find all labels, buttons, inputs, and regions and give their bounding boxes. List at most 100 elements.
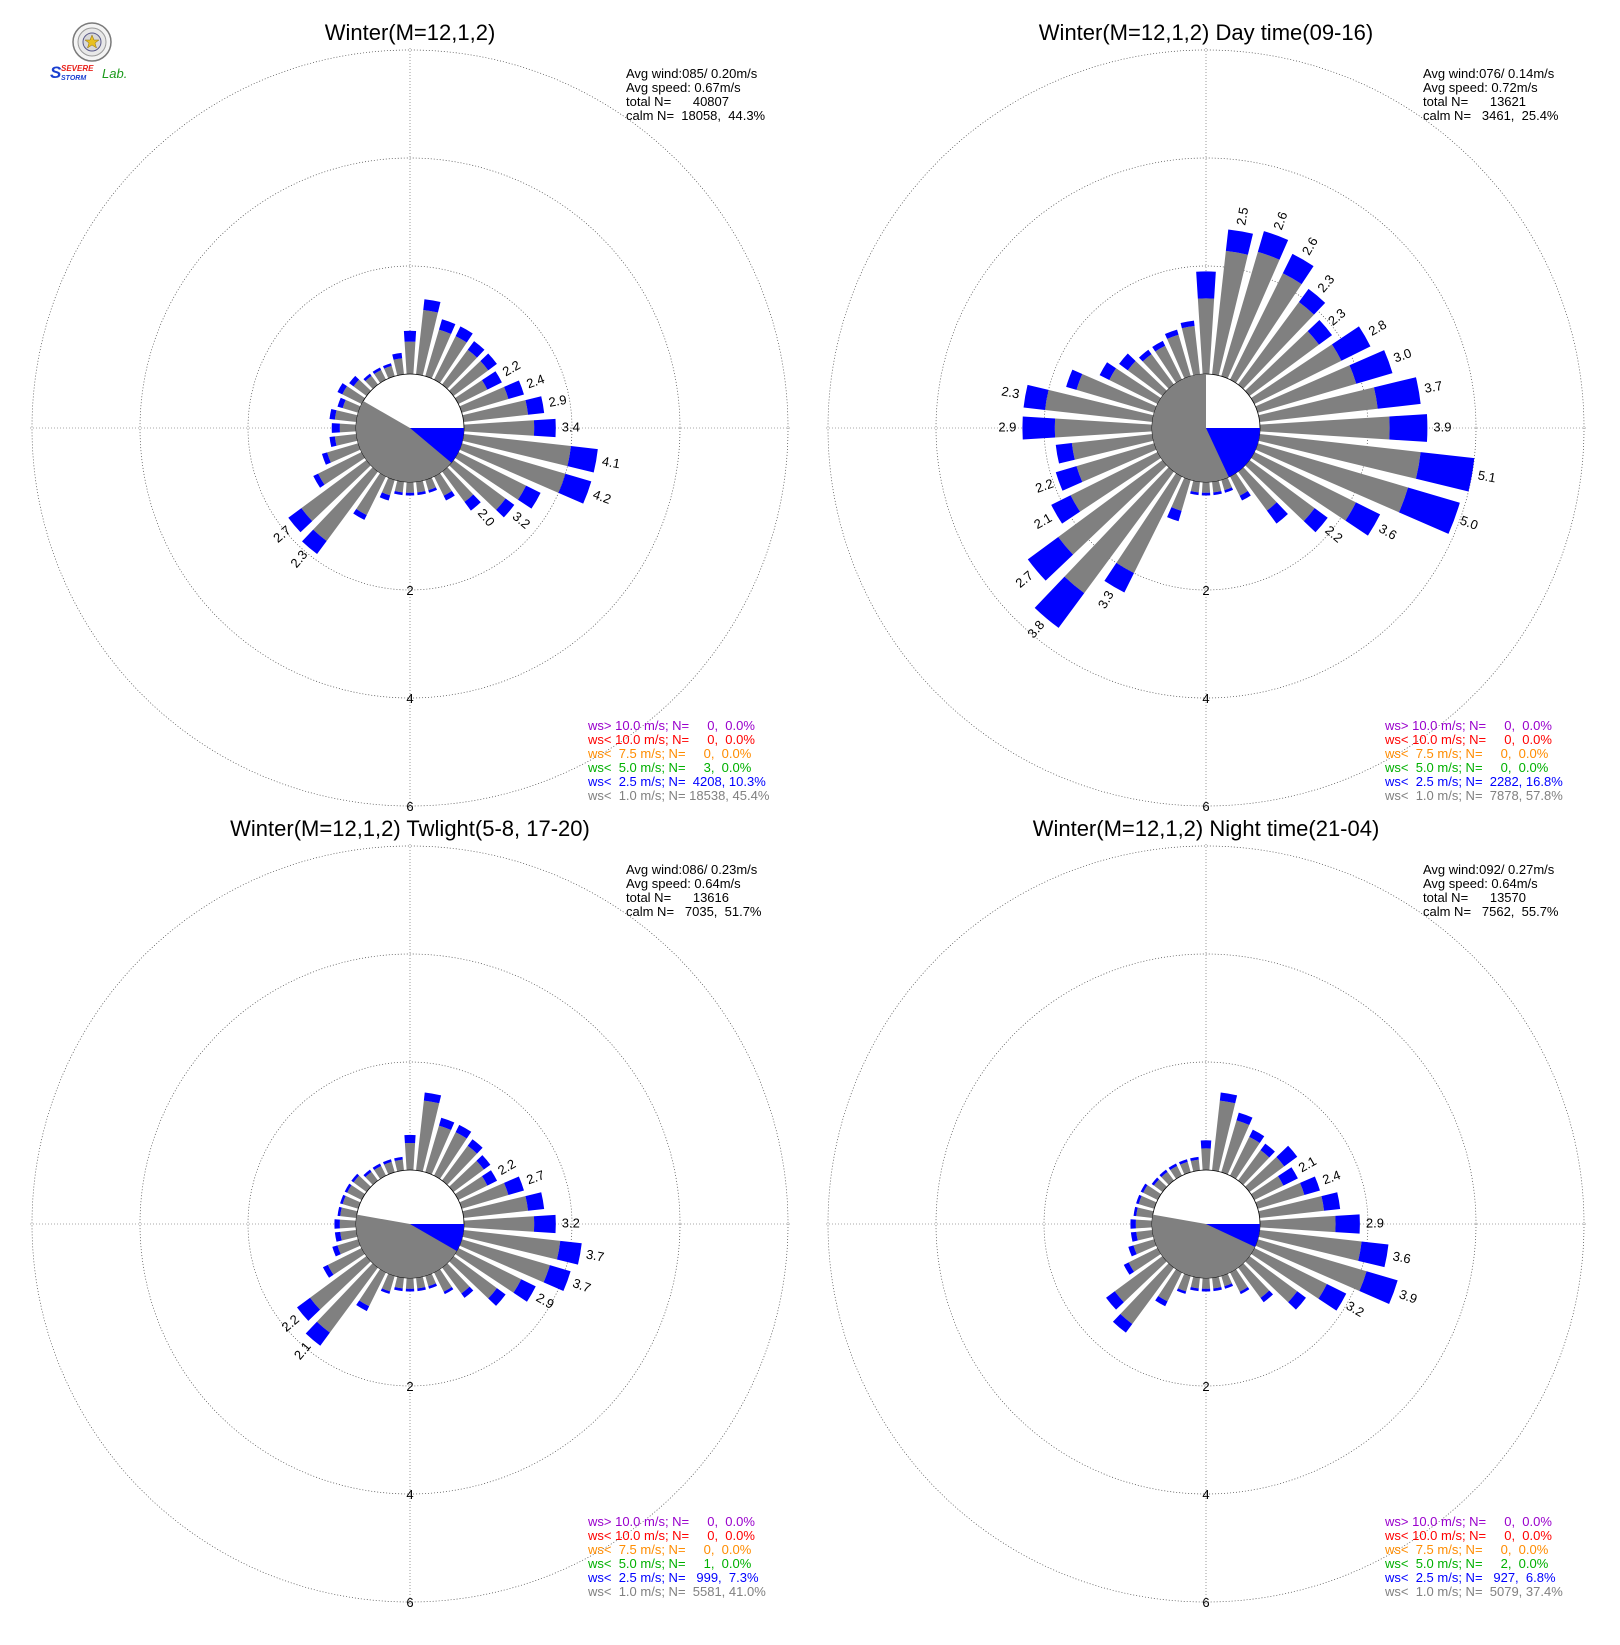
bar-segment-low — [384, 365, 395, 379]
stat-avg-wind: Avg wind:076/ 0.14m/s — [1423, 66, 1555, 81]
bar-segment-blue — [1307, 320, 1333, 345]
bar-segment-low — [1064, 467, 1174, 594]
bar-segment-low — [1171, 477, 1191, 511]
bar-segment-low — [459, 1239, 550, 1283]
bar-segment-low — [1258, 1230, 1362, 1261]
bar-segment-low — [442, 349, 478, 389]
bar-segment-low — [356, 472, 386, 516]
bar-segment-low — [1245, 1256, 1298, 1303]
bar-segment-blue — [1318, 1284, 1347, 1311]
range-ring — [827, 845, 1585, 1603]
bar-segment-low — [1238, 1263, 1270, 1298]
bar-segment-low — [1128, 1248, 1162, 1272]
stat-total-n: total N= 13621 — [1423, 94, 1526, 109]
bar-segment-low — [404, 1143, 416, 1171]
bar-segment-blue — [394, 490, 403, 496]
bar-segment-low — [1109, 368, 1162, 404]
panel-title: Winter(M=12,1,2) — [325, 20, 496, 45]
bar-segment-low — [1167, 334, 1191, 379]
range-ring — [247, 1061, 573, 1387]
bar-speed-label: 2.5 — [1233, 206, 1251, 226]
bar-segment-low — [381, 1273, 395, 1292]
bar-segment-blue — [1022, 416, 1056, 440]
bar-segment-blue — [1138, 349, 1152, 362]
bar-speed-label: 2.8 — [1366, 317, 1389, 339]
bar-segment-low — [425, 1125, 452, 1175]
legend-entry: ws< 2.5 m/s; N= 927, 6.8% — [1384, 1570, 1556, 1585]
bar-segment-blue — [1277, 1167, 1298, 1186]
bar-segment-blue — [455, 1124, 472, 1139]
bar-segment-low — [449, 460, 506, 510]
bar-segment-blue — [1190, 1286, 1199, 1292]
bar-segment-low — [1221, 1273, 1232, 1287]
bar-segment-low — [449, 360, 489, 396]
bar-segment-blue — [1034, 576, 1085, 628]
range-ring — [31, 845, 789, 1603]
bar-segment-blue — [1164, 329, 1179, 339]
bar-segment-blue — [496, 498, 515, 518]
bar-segment-low — [394, 1159, 404, 1172]
legend-entry: ws< 1.0 m/s; N= 5581, 41.0% — [587, 1584, 766, 1599]
bar-segment-blue — [1239, 1286, 1250, 1295]
bar-speed-label: 2.1 — [1031, 510, 1054, 532]
bar-segment-blue — [438, 319, 456, 334]
bar-segment-low — [1221, 477, 1232, 491]
bar-segment-low — [1221, 251, 1280, 379]
bar-segment-blue — [1180, 320, 1195, 329]
stat-calm-n: calm N= 7562, 55.7% — [1423, 904, 1559, 919]
bar-speed-label: 3.2 — [510, 509, 533, 532]
bar-segment-low — [1127, 360, 1167, 396]
bar-segment-blue — [394, 1156, 403, 1162]
bar-segment-blue — [513, 1279, 536, 1302]
legend-entry: ws< 10.0 m/s; N= 0, 0.0% — [587, 1528, 755, 1543]
bar-segment-blue — [423, 1092, 442, 1104]
bar-segment-blue — [1358, 1241, 1389, 1268]
bar-speed-label: 2.3 — [1314, 272, 1337, 295]
bar-segment-blue — [1321, 1192, 1341, 1211]
bar-segment-low — [353, 1175, 371, 1192]
bar-segment-low — [442, 1145, 478, 1185]
bar-speed-label: 2.7 — [524, 1167, 546, 1187]
range-ring-label: 2 — [406, 1379, 413, 1394]
bar-segment-low — [1230, 472, 1248, 496]
bar-segment-blue — [467, 341, 485, 358]
bar-segment-blue — [1119, 353, 1136, 371]
legend-entry: ws< 10.0 m/s; N= 0, 0.0% — [587, 732, 755, 747]
bar-segment-blue — [313, 473, 325, 488]
bar-segment-low — [384, 1161, 395, 1175]
bar-speed-label: 2.2 — [500, 357, 523, 379]
bar-segment-low — [374, 1165, 386, 1180]
bar-segment-low — [313, 467, 378, 542]
stat-avg-wind: Avg wind:085/ 0.20m/s — [626, 66, 758, 81]
bar-speed-label: 2.7 — [1012, 568, 1035, 591]
bar-segment-blue — [1373, 377, 1421, 409]
bar-segment-blue — [302, 529, 327, 555]
bar-segment-low — [334, 410, 358, 422]
bar-segment-blue — [1300, 1176, 1320, 1196]
bar-segment-blue — [1345, 502, 1381, 536]
bar-segment-low — [1158, 1268, 1182, 1302]
bar-segment-blue — [288, 508, 313, 533]
lab-seal-icon: S SEVERE STORM Lab. — [50, 22, 127, 82]
bar-speed-label: 2.3 — [1325, 305, 1348, 328]
bar-segment-blue — [543, 1265, 571, 1292]
bar-segment-blue — [1298, 288, 1326, 315]
bar-segment-low — [1238, 1150, 1270, 1185]
bar-segment-blue — [423, 299, 441, 313]
bar-segment-low — [442, 1263, 470, 1294]
range-ring — [139, 157, 681, 699]
bar-segment-low — [463, 420, 535, 436]
bar-speed-label: 2.0 — [475, 506, 498, 529]
bar-speed-label: 2.7 — [270, 522, 293, 545]
bar-speed-label: 3.9 — [1397, 1286, 1419, 1306]
legend-entry: ws< 7.5 m/s; N= 0, 0.0% — [587, 746, 752, 761]
bar-segment-low — [463, 1216, 535, 1232]
bar-segment-blue — [392, 352, 403, 360]
bar-segment-low — [1255, 365, 1357, 413]
bar-speed-label: 2.2 — [278, 1312, 301, 1335]
range-ring — [935, 953, 1477, 1495]
bar-segment-blue — [1152, 340, 1166, 352]
bar-segment-low — [1245, 331, 1320, 396]
bar-segment-blue — [1190, 490, 1199, 496]
